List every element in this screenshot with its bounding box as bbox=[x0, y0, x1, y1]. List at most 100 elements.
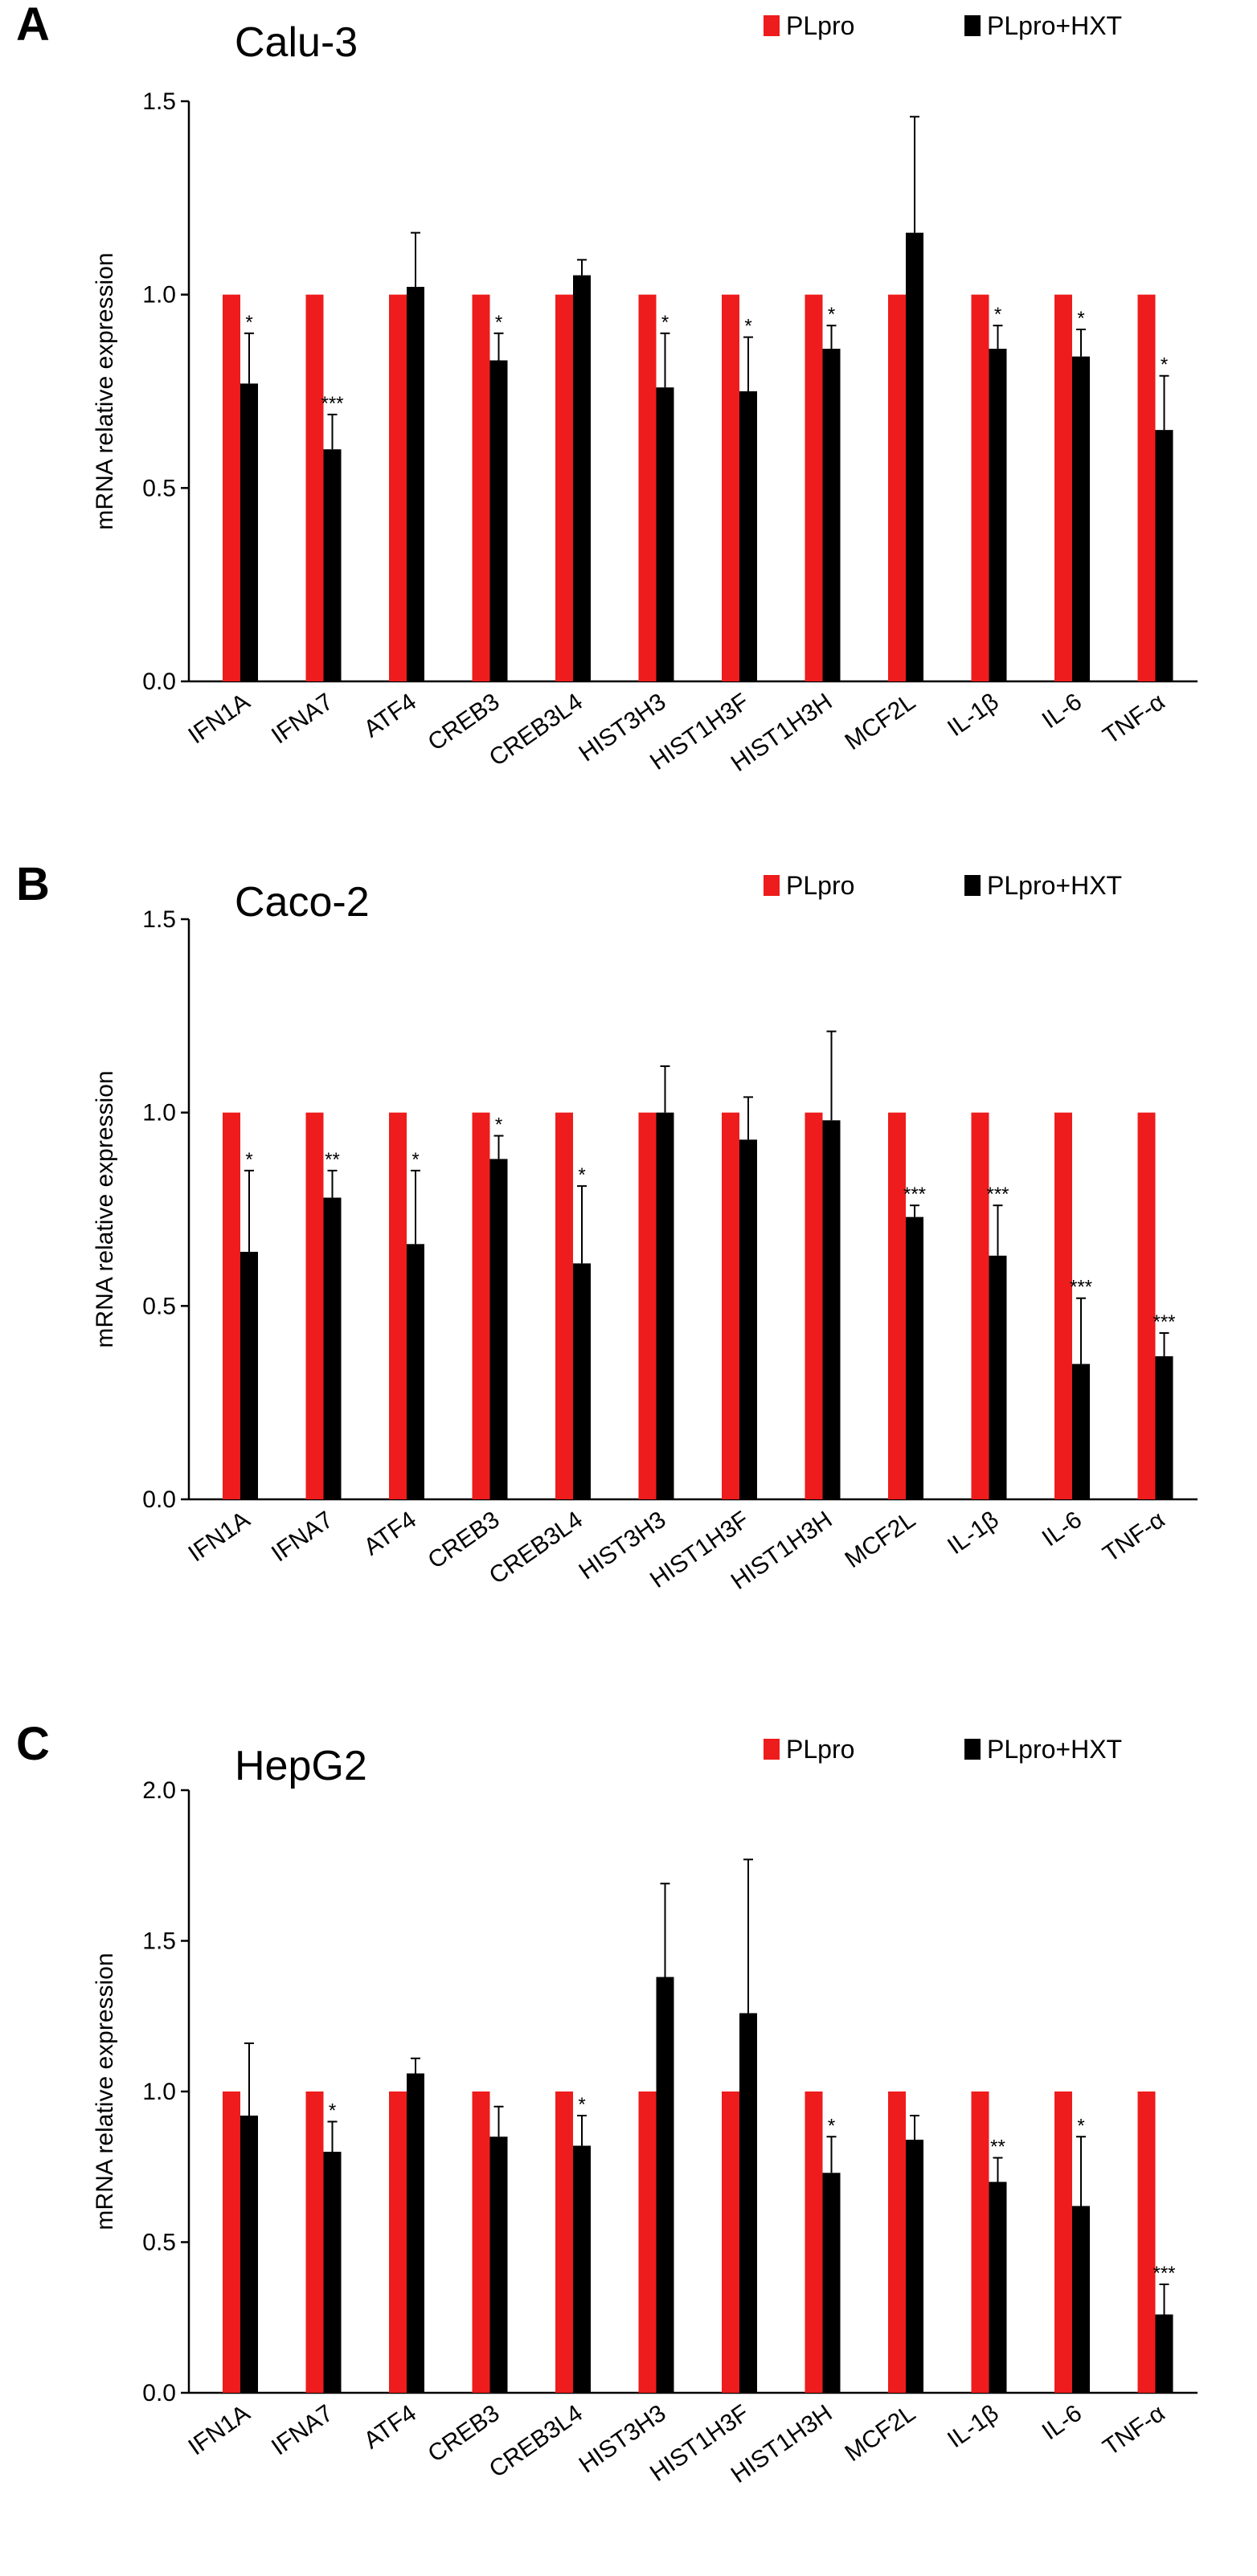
significance-label: * bbox=[495, 312, 502, 333]
bar-plpro bbox=[1137, 294, 1156, 681]
x-tick-label: IFNA7 bbox=[267, 1507, 338, 1568]
y-tick-label: 0.5 bbox=[142, 1293, 176, 1319]
bar-plpro bbox=[971, 1112, 989, 1499]
bar-plpro-hxt bbox=[739, 2013, 757, 2393]
bar-plpro bbox=[971, 294, 989, 681]
bar-plpro bbox=[555, 2091, 573, 2393]
bar-plpro-hxt bbox=[240, 1251, 258, 1499]
bar-plpro bbox=[805, 2091, 823, 2393]
chart-title: Caco-2 bbox=[235, 879, 370, 926]
y-tick-label: 2.0 bbox=[142, 1777, 176, 1804]
legend-label-plpro-hxt: PLpro+HXT bbox=[987, 1735, 1122, 1764]
bar-plpro bbox=[305, 294, 324, 681]
bar-plpro-hxt bbox=[1072, 2206, 1090, 2393]
x-tick-label: IFN1A bbox=[183, 689, 255, 750]
legend-label-plpro: PLpro bbox=[786, 871, 854, 900]
bar-plpro bbox=[305, 1112, 324, 1499]
bar-plpro-hxt bbox=[906, 1216, 923, 1499]
bar-plpro-hxt bbox=[323, 1197, 342, 1499]
panel-c: C HepG2 PLpro PLpro+HXT mRNA relative expres… bbox=[16, 1718, 1198, 2488]
x-tick-label: ATF4 bbox=[359, 2400, 421, 2455]
y-tick-label: 0.0 bbox=[142, 2380, 176, 2406]
x-tick-label: MCF2L bbox=[841, 2400, 920, 2467]
bar-plpro bbox=[472, 294, 490, 681]
bar-plpro-hxt bbox=[656, 1112, 674, 1499]
y-axis-label: mRNA relative expression bbox=[92, 252, 118, 530]
bar-plpro bbox=[888, 2091, 906, 2393]
significance-label: *** bbox=[1153, 2263, 1175, 2284]
significance-label: * bbox=[1077, 2115, 1084, 2136]
bar-plpro bbox=[805, 294, 823, 681]
y-axis-label: mRNA relative expression bbox=[92, 1070, 118, 1347]
significance-label: * bbox=[411, 1149, 419, 1171]
y-tick-label: 0.0 bbox=[142, 669, 176, 695]
x-tick-label: CREB3L4 bbox=[485, 689, 588, 772]
bar-plpro bbox=[305, 2091, 324, 2393]
bar-plpro bbox=[1137, 1112, 1156, 1499]
bar-plpro-hxt bbox=[407, 287, 424, 681]
significance-label: * bbox=[329, 2100, 336, 2122]
significance-label: * bbox=[828, 2115, 835, 2136]
bar-plpro bbox=[389, 2091, 407, 2393]
bar-plpro-hxt bbox=[822, 1120, 841, 1499]
y-tick-label: 1.5 bbox=[142, 1928, 176, 1955]
y-tick-label: 0.5 bbox=[142, 2230, 176, 2256]
bar-plpro bbox=[389, 1112, 407, 1499]
significance-label: ** bbox=[325, 1149, 340, 1171]
bar-plpro-hxt bbox=[989, 2181, 1007, 2393]
significance-label: * bbox=[828, 304, 835, 325]
bar-plpro-hxt bbox=[573, 1263, 591, 1499]
panel-a: A Calu-3 PLpro PLpro+HXT mRNA relative expre… bbox=[16, 0, 1198, 777]
bar-plpro bbox=[1137, 2091, 1156, 2393]
x-tick-label: IL-6 bbox=[1038, 689, 1087, 734]
significance-label: *** bbox=[986, 1184, 1009, 1205]
bar-plpro-hxt bbox=[407, 2073, 424, 2393]
bar-plpro-hxt bbox=[1072, 356, 1090, 681]
y-tick-label: 0.5 bbox=[142, 475, 176, 501]
significance-label: * bbox=[994, 304, 1001, 325]
bar-plpro bbox=[722, 1112, 739, 1499]
x-tick-label: TNF-α bbox=[1098, 2400, 1169, 2461]
panel-letter: B bbox=[16, 858, 50, 910]
significance-label: * bbox=[578, 1164, 585, 1186]
bar-plpro-hxt bbox=[489, 2136, 508, 2393]
significance-label: * bbox=[1077, 308, 1084, 329]
significance-label: ** bbox=[990, 2136, 1005, 2158]
significance-label: * bbox=[245, 312, 252, 333]
legend-swatch-plpro bbox=[764, 875, 780, 896]
bar-plpro bbox=[472, 1112, 490, 1499]
bar-plpro bbox=[722, 2091, 739, 2393]
bar-plpro-hxt bbox=[1155, 1355, 1173, 1499]
bar-plpro bbox=[223, 2091, 240, 2393]
y-tick-label: 0.0 bbox=[142, 1486, 176, 1513]
bar-plpro bbox=[555, 294, 573, 681]
x-tick-label: TNF-α bbox=[1098, 689, 1169, 750]
bar-plpro-hxt bbox=[739, 1139, 757, 1499]
legend-label-plpro-hxt: PLpro+HXT bbox=[987, 871, 1122, 900]
legend-swatch-plpro-hxt bbox=[964, 1739, 981, 1760]
bar-plpro-hxt bbox=[407, 1244, 424, 1499]
bar-plpro-hxt bbox=[489, 360, 508, 681]
significance-label: *** bbox=[1070, 1277, 1092, 1298]
bar-plpro bbox=[223, 1112, 240, 1499]
x-tick-label: IFNA7 bbox=[267, 689, 338, 750]
bar-plpro-hxt bbox=[989, 1255, 1007, 1499]
x-tick-label: TNF-α bbox=[1098, 1507, 1169, 1568]
legend-swatch-plpro-hxt bbox=[964, 875, 981, 896]
panel-b: B Caco-2 PLpro PLpro+HXT mRNA relative expre… bbox=[16, 858, 1198, 1595]
bar-plpro bbox=[389, 294, 407, 681]
legend-label-plpro: PLpro bbox=[786, 11, 854, 40]
x-tick-label: CREB3L4 bbox=[485, 2400, 588, 2484]
significance-label: * bbox=[495, 1114, 502, 1136]
bar-plpro-hxt bbox=[656, 387, 674, 681]
x-tick-label: IL-1β bbox=[943, 2400, 1003, 2454]
significance-label: *** bbox=[321, 393, 343, 415]
y-tick-label: 1.0 bbox=[142, 282, 176, 309]
bar-plpro-hxt bbox=[323, 2152, 342, 2393]
chart-title: HepG2 bbox=[235, 1743, 367, 1789]
y-axis-label: mRNA relative expression bbox=[92, 1952, 118, 2230]
bar-plpro-hxt bbox=[656, 1977, 674, 2393]
bar-plpro bbox=[971, 2091, 989, 2393]
x-tick-label: IFN1A bbox=[183, 2400, 255, 2461]
